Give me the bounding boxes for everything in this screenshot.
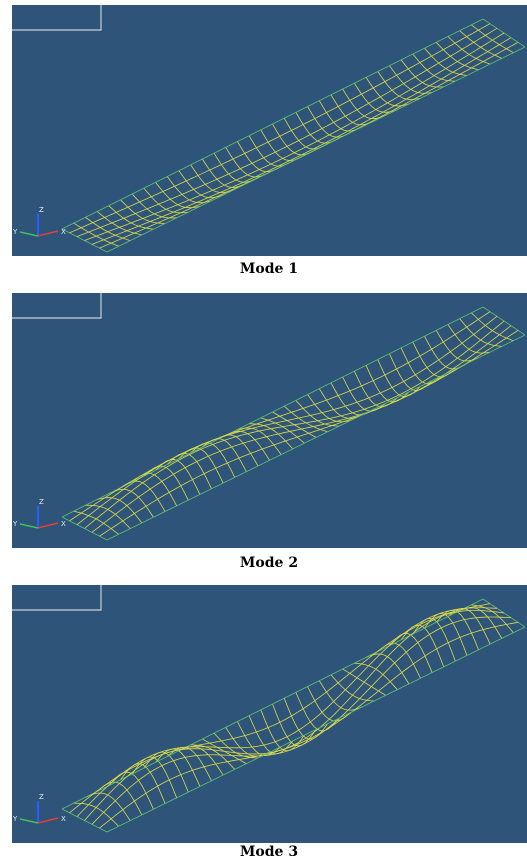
axis-label: Z	[39, 498, 44, 506]
panel: Z X Y	[12, 5, 527, 256]
axis-label: Y	[12, 520, 18, 528]
panel: Z X Y	[12, 585, 527, 843]
caption: Mode 1	[240, 261, 298, 277]
axis-label: Y	[12, 228, 18, 236]
caption: Mode 3	[240, 844, 298, 860]
figure: Z X Y Mode 1 Z X Y Mode 2 Z X Y Mode 3	[0, 0, 527, 861]
axis-label: Y	[12, 815, 18, 823]
axis-label: Z	[39, 793, 44, 801]
panel: Z X Y	[12, 293, 527, 548]
axis-label: X	[61, 815, 66, 823]
axis-label: X	[61, 228, 66, 236]
axis-label: X	[61, 520, 66, 528]
axis-label: Z	[39, 206, 44, 214]
caption: Mode 2	[240, 555, 298, 571]
viewport-background	[12, 5, 527, 256]
